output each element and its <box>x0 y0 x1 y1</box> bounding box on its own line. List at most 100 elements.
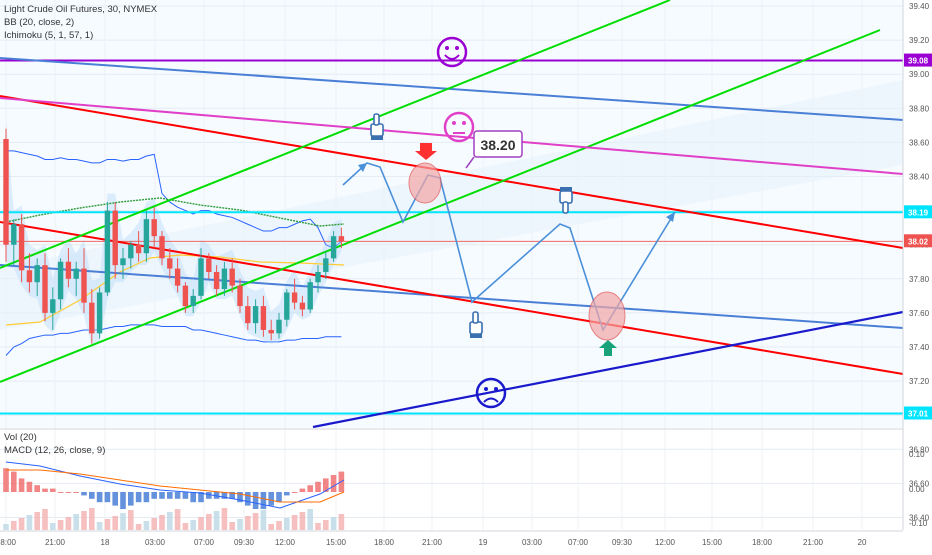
price-axis-bg <box>903 0 932 550</box>
candle-body <box>128 244 134 259</box>
candle-body <box>237 285 243 307</box>
price-tick-label: 39.40 <box>909 2 930 11</box>
volume-bar <box>221 508 228 530</box>
candle-body <box>96 292 103 334</box>
macd-histogram-bar <box>291 492 298 493</box>
time-tick-label: 03:00 <box>522 538 543 547</box>
macd-histogram-bar <box>206 492 212 499</box>
time-tick-label: 15:00 <box>702 538 723 547</box>
volume-bar <box>81 511 87 530</box>
price-tick-label: 38.40 <box>909 173 930 182</box>
volume-bar <box>50 523 56 530</box>
hand-palm <box>370 123 384 137</box>
candle-body <box>229 268 235 286</box>
macd-histogram-bar <box>81 492 87 496</box>
macd-histogram-bar <box>330 475 337 492</box>
macd-histogram-bar <box>143 492 150 503</box>
macd-histogram-bar <box>26 481 33 492</box>
volume-bar <box>338 514 345 530</box>
macd-histogram-bar <box>323 478 329 492</box>
volume-bar <box>299 512 306 530</box>
volume-bar <box>323 520 329 530</box>
candle-body <box>190 295 196 307</box>
candle-body <box>26 270 33 283</box>
pointing-up-hand-icon <box>370 113 384 140</box>
volume-bar <box>89 508 95 530</box>
time-tick-label: 18:00 <box>374 538 395 547</box>
candle-body <box>104 210 111 293</box>
candle-body <box>291 292 298 303</box>
volume-bar <box>307 509 313 530</box>
candle-body <box>135 244 142 254</box>
bb-upper <box>6 150 342 249</box>
macd-histogram-bar <box>159 492 165 499</box>
macd-histogram-bar <box>252 492 259 509</box>
candle-body <box>268 329 274 334</box>
candle-body <box>11 224 17 245</box>
hand-palm <box>559 190 573 204</box>
candles <box>3 128 345 344</box>
volume-bar <box>206 514 212 530</box>
macd-histogram-bar <box>34 485 40 492</box>
macd-histogram-bar <box>3 468 9 492</box>
legend-ichimoku: Ichimoku (5, 1, 57, 1) <box>4 30 94 41</box>
face-outline <box>475 377 507 409</box>
macd-tick-label: 0.00 <box>909 485 925 494</box>
price-callout-box <box>473 130 523 158</box>
macd-histogram-bar <box>198 492 204 503</box>
reversal-circle-top <box>408 162 442 204</box>
macd-signal <box>6 469 345 503</box>
candle-body <box>65 261 72 279</box>
macd-histogram-bar <box>120 492 126 509</box>
macd-histogram-bar <box>167 492 173 499</box>
hand-finger <box>373 113 380 126</box>
price-label-text: 38.02 <box>908 237 929 246</box>
macd-histogram-bar <box>174 492 181 499</box>
candle-body <box>252 306 259 324</box>
price-axis: 39.4039.2039.0038.8038.6038.4038.2038.00… <box>902 0 932 550</box>
candle-body <box>299 302 306 310</box>
path-arrowhead <box>358 163 367 172</box>
grid <box>0 0 903 530</box>
macd-histogram-bar <box>299 488 306 492</box>
macd-histogram-bar <box>245 492 251 506</box>
candle-body <box>159 236 165 259</box>
volume-bar <box>315 523 321 530</box>
volume-bar <box>73 514 79 530</box>
price-tick-label: 39.00 <box>909 70 930 79</box>
down-arrow <box>415 143 437 160</box>
macd-histogram-bar <box>276 492 282 503</box>
macd-histogram-bar <box>50 488 56 492</box>
time-tick-label: 15:00 <box>326 538 347 547</box>
time-tick-label: 09:30 <box>612 538 633 547</box>
volume-bar <box>182 523 189 530</box>
macd-tick-label: 0.10 <box>909 450 925 459</box>
face-outline <box>436 36 468 68</box>
time-tick-label: 21:00 <box>45 538 66 547</box>
volume-bar <box>190 520 196 530</box>
volume-bar <box>229 522 235 530</box>
ichimoku-cloud <box>6 120 342 347</box>
ichimoku-lagging <box>5 254 345 326</box>
drawings: 38.20 <box>0 0 904 429</box>
hand-finger <box>472 311 479 324</box>
volume-bar <box>104 519 111 530</box>
volume-bar <box>213 511 220 530</box>
support-trendline <box>312 310 904 429</box>
time-axis: 18:00 21:00 18 03:00 07:00 09:30 12:00 15:00 18:… <box>0 530 932 550</box>
face-eye <box>455 46 459 50</box>
volume-bar <box>167 512 173 530</box>
macd-histogram-bar <box>135 492 142 503</box>
macd-histogram-bar <box>284 492 290 496</box>
candle-body <box>143 219 150 254</box>
candle-body <box>34 265 40 283</box>
candle-body <box>182 285 189 307</box>
volume-bar <box>18 518 25 530</box>
neutral-face-icon <box>443 111 475 143</box>
candle-body <box>167 258 173 269</box>
macd-histogram-bar <box>104 492 111 503</box>
macd-line <box>5 461 345 509</box>
price-tick-label: 36.60 <box>909 479 930 488</box>
candle-body <box>42 265 48 313</box>
